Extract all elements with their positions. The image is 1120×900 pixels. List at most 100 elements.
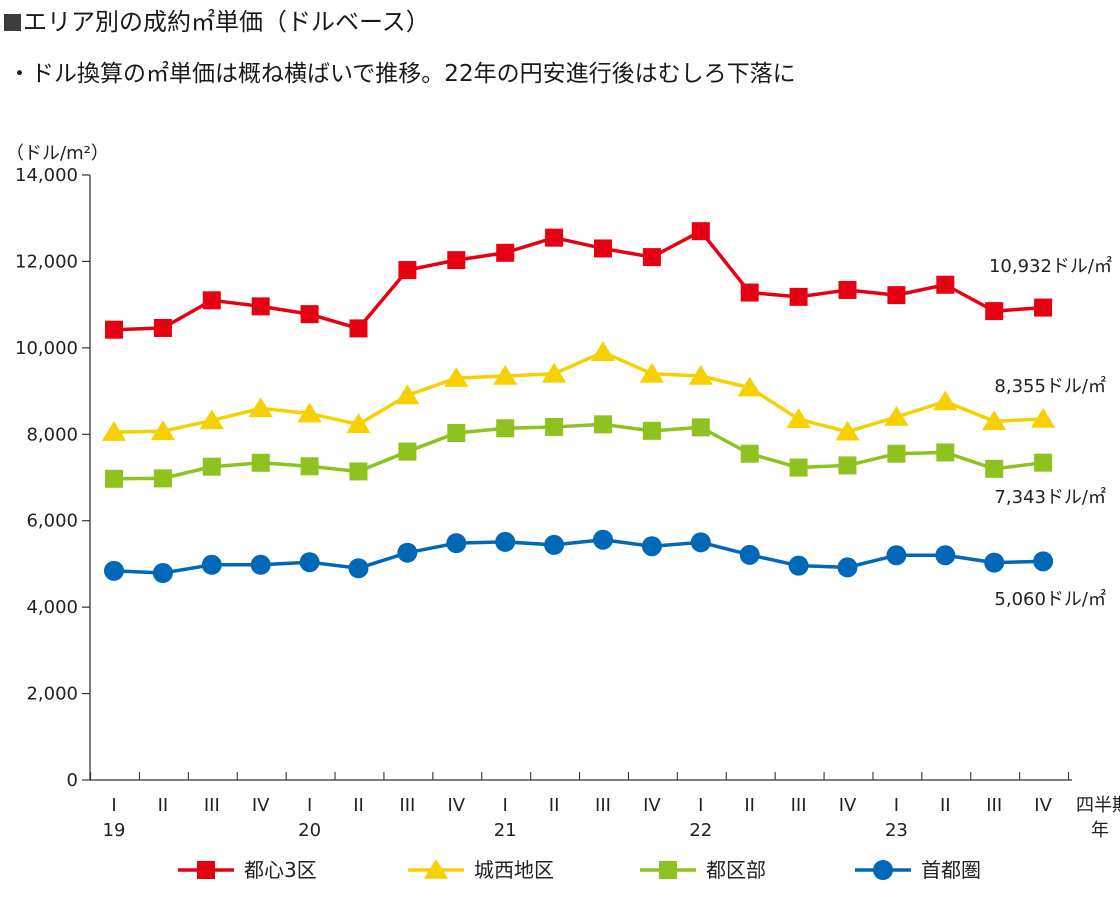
data-point <box>105 469 123 488</box>
x-year-label: 23 <box>885 820 908 841</box>
y-ticks: 0 2,000 4,000 6,000 8,000 10,000 12,000 14,000 <box>15 165 90 791</box>
data-point <box>838 280 857 299</box>
data-point <box>933 390 958 411</box>
legend-item: 都区部 <box>640 858 766 882</box>
y-tick-label: 14,000 <box>15 165 78 186</box>
chart-subtitle: ・ドル換算の㎡単価は概ね横ばいで推移。22年の円安進行後はむしろ下落に <box>8 61 796 87</box>
data-point <box>985 302 1004 321</box>
data-point <box>838 456 857 475</box>
data-point <box>250 554 271 575</box>
square-bullet-icon <box>4 14 21 31</box>
data-point <box>447 251 466 270</box>
x-unit-year: 年 <box>1091 820 1109 841</box>
data-point <box>594 239 612 258</box>
data-point <box>545 228 564 247</box>
data-point <box>447 423 466 442</box>
chart-title-text: エリア別の成約㎡単価（ドルベース） <box>23 8 430 36</box>
legend-label: 城西地区 <box>474 858 554 882</box>
data-point <box>201 554 222 575</box>
x-year-label: 20 <box>298 820 321 841</box>
y-axis-label: （ドル/m²） <box>6 143 109 164</box>
legend-label: 都心3区 <box>244 858 317 882</box>
x-quarter-label: III <box>986 795 1002 816</box>
series-1: 10,932ドル/㎡ <box>105 222 1112 339</box>
data-point <box>395 384 420 405</box>
data-point <box>642 248 661 267</box>
data-point <box>251 297 270 316</box>
legend-marker <box>423 859 449 879</box>
legend: 都心3区 城西地区 都区部 首都圏 <box>178 858 981 882</box>
data-point <box>936 275 955 294</box>
data-point <box>297 402 322 423</box>
data-point <box>202 291 221 310</box>
legend-marker <box>659 861 677 879</box>
x-quarter-label: III <box>399 795 415 816</box>
x-quarter-label: II <box>744 795 755 816</box>
data-point <box>444 367 469 387</box>
data-point <box>496 243 515 262</box>
data-point <box>936 443 955 462</box>
data-point <box>691 222 710 241</box>
series-layer: 10,932ドル/㎡ 8,355ドル/㎡ 7,343ドル/㎡ 5,060ドル/㎡ <box>101 222 1112 610</box>
x-quarter-label: I <box>503 795 508 816</box>
series-3: 7,343ドル/㎡ <box>105 415 1106 508</box>
series-end-label: 7,343ドル/㎡ <box>994 486 1106 508</box>
legend-label: 首都圏 <box>921 858 981 882</box>
legend-marker <box>873 860 893 880</box>
x-year-label: 22 <box>689 820 712 841</box>
y-tick-label: 8,000 <box>26 424 78 445</box>
x-quarter-label: III <box>791 795 807 816</box>
data-point <box>1031 407 1056 428</box>
data-point <box>150 420 175 441</box>
x-year-label: 21 <box>494 820 517 841</box>
data-point <box>348 558 369 579</box>
data-point <box>789 287 808 306</box>
x-quarter-label: IV <box>447 795 465 816</box>
data-point <box>590 341 616 361</box>
data-point <box>346 413 371 434</box>
data-point <box>887 444 906 463</box>
data-point <box>835 420 860 441</box>
data-point <box>545 417 564 436</box>
x-quarter-label: III <box>595 795 611 816</box>
x-quarter-label: II <box>549 795 560 816</box>
axes <box>89 175 1072 781</box>
data-point <box>544 534 565 555</box>
x-quarter-label: III <box>204 795 220 816</box>
legend-item: 都心3区 <box>178 858 317 882</box>
data-point <box>887 286 906 305</box>
data-point <box>101 421 127 441</box>
data-point <box>641 536 662 557</box>
data-point <box>248 397 273 418</box>
data-point <box>300 305 319 324</box>
data-point <box>688 364 713 385</box>
x-quarter-label: IV <box>1034 795 1052 816</box>
legend-item: 首都圏 <box>855 858 981 882</box>
data-point <box>251 453 270 472</box>
data-point <box>349 462 368 481</box>
data-point <box>982 410 1007 431</box>
series-end-label: 10,932ドル/㎡ <box>989 255 1112 277</box>
data-point <box>786 408 811 428</box>
legend-label: 都区部 <box>706 858 766 882</box>
x-quarter-label: I <box>894 795 899 816</box>
data-point <box>299 552 320 573</box>
data-point <box>985 459 1004 478</box>
data-point <box>886 545 907 566</box>
data-point <box>153 469 172 488</box>
x-quarter-label: IV <box>839 795 857 816</box>
data-point <box>737 376 762 397</box>
x-ticks: I II III IV I II III IV I II III IV I II III IV I II III IV… <box>90 772 1070 841</box>
data-point <box>300 457 319 476</box>
series-4: 5,060ドル/㎡ <box>104 529 1106 610</box>
x-quarter-label: IV <box>252 795 270 816</box>
series-2: 8,355ドル/㎡ <box>101 341 1106 441</box>
data-point <box>1034 453 1053 472</box>
data-point <box>740 283 759 302</box>
data-point <box>639 362 664 383</box>
data-point <box>495 531 516 552</box>
x-quarter-label: II <box>353 795 364 816</box>
data-point <box>935 545 956 566</box>
data-point <box>397 542 418 563</box>
y-tick-label: 4,000 <box>26 597 78 618</box>
